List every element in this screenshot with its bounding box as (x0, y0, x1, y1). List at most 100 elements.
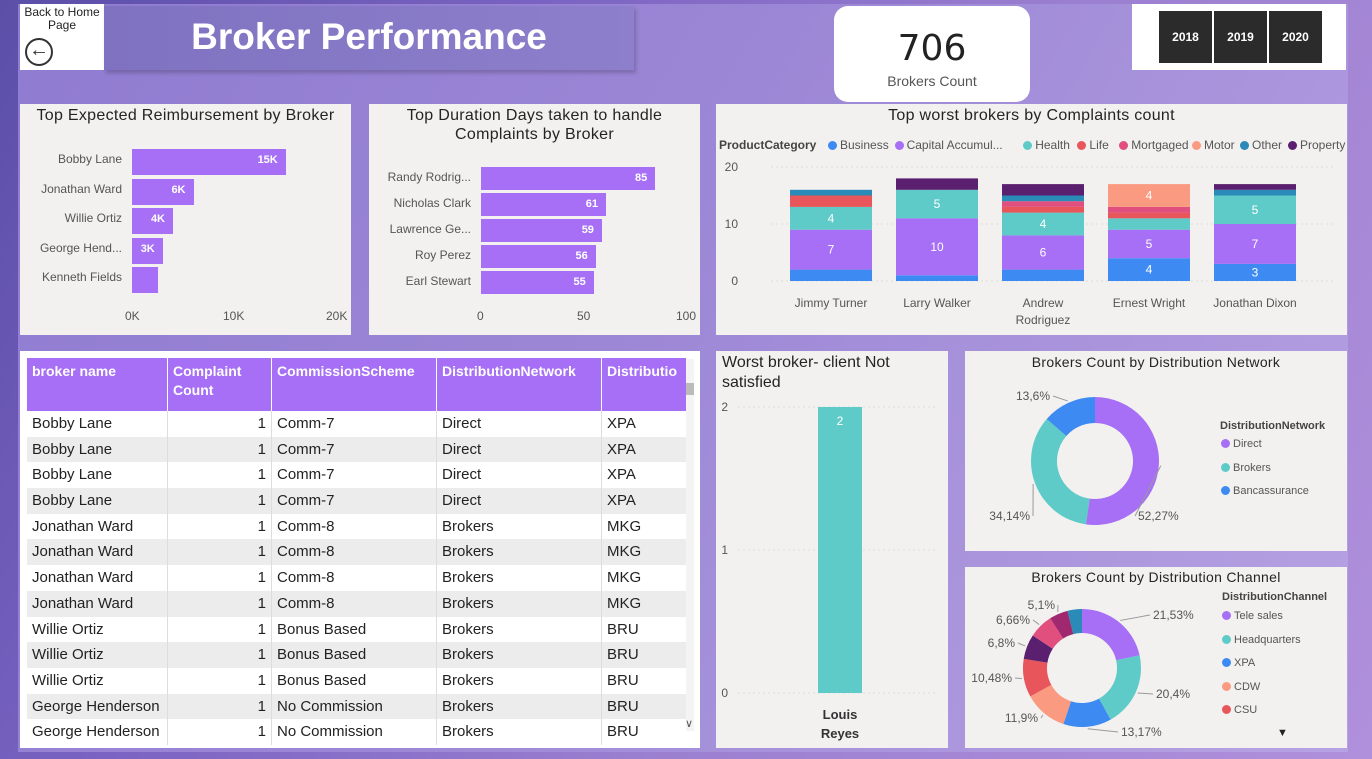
table-row[interactable]: Jonathan Ward 1 Comm-8 Brokers MKG (27, 513, 686, 540)
bar[interactable] (481, 167, 656, 190)
bar[interactable] (132, 149, 286, 175)
bar-data-label: 59 (581, 224, 594, 236)
legend-item[interactable]: Tele sales (1222, 610, 1283, 622)
network-chart-title: Brokers Count by Distribution Network (1031, 354, 1281, 370)
complaints-chart: Top worst brokers by Complaints count Pr… (716, 104, 1347, 335)
table-row[interactable]: Bobby Lane 1 Comm-7 Direct XPA (27, 411, 686, 437)
x-category-label: Larry Walker (903, 296, 971, 310)
legend-scroll-down-icon[interactable]: ▼ (1277, 727, 1288, 739)
stacked-bar-segment (1214, 184, 1296, 190)
complaints-plot: 20 10 0 7 4 Jimmy Turner 10 5 Larry Walker 6 4 Andr… (725, 160, 1336, 327)
table-cell: 1 (168, 436, 272, 463)
column-header[interactable]: Distributio (607, 363, 677, 379)
stacked-bar-segment (1002, 269, 1084, 281)
table-cell: 1 (168, 539, 272, 566)
year-button-2019[interactable]: 2019 (1214, 11, 1267, 63)
stacked-bar-segment (1108, 212, 1190, 219)
table-cell: Brokers (437, 719, 602, 745)
y-tick: 10 (725, 217, 739, 231)
table-row[interactable]: Bobby Lane 1 Comm-7 Direct XPA (27, 462, 686, 489)
legend-item[interactable]: CSU (1222, 704, 1257, 716)
bar-data-label: 85 (635, 172, 648, 184)
table-row[interactable]: George Henderson 1 No Commission Brokers BRU (27, 719, 686, 745)
network-donut-card: Brokers Count by Distribution Network 52… (965, 351, 1347, 551)
year-button-2018[interactable]: 2018 (1159, 11, 1212, 63)
column-header[interactable]: CommissionScheme (272, 358, 437, 411)
column-header[interactable]: Complaint Count (168, 358, 272, 411)
legend-label: CDW (1234, 680, 1261, 693)
stacked-bar-segment (1108, 258, 1190, 281)
table-row[interactable]: Willie Ortiz 1 Bonus Based Brokers BRU (27, 616, 686, 643)
scroll-down-icon[interactable]: ∨ (685, 718, 694, 730)
slice-data-label: 11,9% (1005, 711, 1038, 725)
y-tick: 1 (721, 543, 728, 557)
back-to-home-button[interactable]: Back to Home Page ← (20, 4, 104, 70)
brokers-count-label: Brokers Count (887, 73, 977, 89)
x-tick: 0 (477, 309, 484, 323)
back-arrow-icon: ← (25, 38, 53, 66)
table-row[interactable]: Jonathan Ward 1 Comm-8 Brokers MKG (27, 539, 686, 566)
table-row[interactable]: George Henderson 1 No Commission Brokers BRU (27, 693, 686, 720)
leader-line (1014, 677, 1022, 680)
legend-item[interactable]: Business (828, 138, 889, 152)
table-cell: 1 (168, 616, 272, 643)
donut-slice (1050, 610, 1074, 639)
bar[interactable] (132, 208, 173, 234)
donut-slice (1063, 698, 1111, 727)
legend-item[interactable]: Bancassurance (1221, 485, 1309, 497)
stacked-bar-segment (1108, 206, 1190, 213)
table-row[interactable]: Jonathan Ward 1 Comm-8 Brokers MKG (27, 565, 686, 591)
legend-item[interactable]: XPA (1222, 657, 1255, 669)
x-tick: 20K (326, 309, 348, 323)
table-row[interactable]: Willie Ortiz 1 Bonus Based Brokers BRU (27, 642, 686, 668)
bar-data-label: 6K (171, 183, 186, 196)
table-row[interactable]: Willie Ortiz 1 Bonus Based Brokers BRU (27, 667, 686, 694)
legend-item[interactable]: Health (1023, 138, 1070, 152)
table-scrollbar-vertical[interactable] (686, 359, 694, 731)
legend-item[interactable]: Brokers (1221, 462, 1271, 474)
leader-line (1040, 714, 1044, 719)
stacked-bar-segment (790, 195, 872, 207)
bar[interactable] (481, 245, 596, 268)
legend-item[interactable]: Other (1240, 138, 1282, 152)
legend-item[interactable]: CDW (1222, 681, 1260, 693)
bar[interactable] (481, 271, 594, 294)
legend-label: Motor (1204, 138, 1235, 152)
bar-category-label: Earl Stewart (405, 274, 471, 288)
duration-chart-title-line2: Complaints by Broker (455, 126, 614, 143)
legend-item[interactable]: Mortgaged (1119, 138, 1189, 152)
legend-item[interactable]: Headquarters (1222, 634, 1301, 646)
bar-data-label: 15K (257, 154, 278, 166)
legend-dot-icon (1192, 141, 1201, 150)
bar (818, 407, 862, 693)
slice-data-label: 13,6% (1016, 389, 1050, 403)
table-cell: No Commission (272, 693, 437, 720)
bar-data-label: 5 (1252, 203, 1259, 217)
year-button-2020[interactable]: 2020 (1269, 11, 1322, 63)
legend-item[interactable]: Property (1288, 138, 1345, 152)
channel-donut-card: Brokers Count by Distribution Channel 21… (965, 567, 1347, 748)
table-row[interactable]: Bobby Lane 1 Comm-7 Direct XPA (27, 436, 686, 463)
bar[interactable] (132, 178, 194, 205)
bar[interactable] (132, 237, 163, 264)
bar[interactable] (481, 219, 602, 242)
table-cell: Brokers (437, 616, 602, 643)
legend-item[interactable]: Motor (1192, 138, 1235, 152)
table-cell: No Commission (272, 719, 437, 745)
bar[interactable] (481, 193, 607, 216)
table-row[interactable]: Bobby Lane 1 Comm-7 Direct XPA (27, 488, 686, 514)
table-cell: 1 (168, 462, 272, 489)
table-cell: MKG (607, 517, 642, 535)
brokers-count-value: 706 (897, 28, 967, 69)
bar[interactable] (132, 267, 158, 293)
legend-item[interactable]: Direct (1221, 438, 1262, 450)
table-cell: XPA (607, 415, 636, 432)
stacked-bar-segment (896, 189, 978, 219)
column-header[interactable]: broker name (27, 358, 168, 411)
legend-item[interactable]: Capital Accumul... (894, 138, 1003, 152)
leader-line (1137, 692, 1154, 695)
column-header[interactable]: DistributionNetwork (437, 358, 602, 411)
bar-data-label: 55 (573, 276, 586, 288)
legend-item[interactable]: Life (1077, 138, 1109, 152)
table-row[interactable]: Jonathan Ward 1 Comm-8 Brokers MKG (27, 590, 686, 617)
